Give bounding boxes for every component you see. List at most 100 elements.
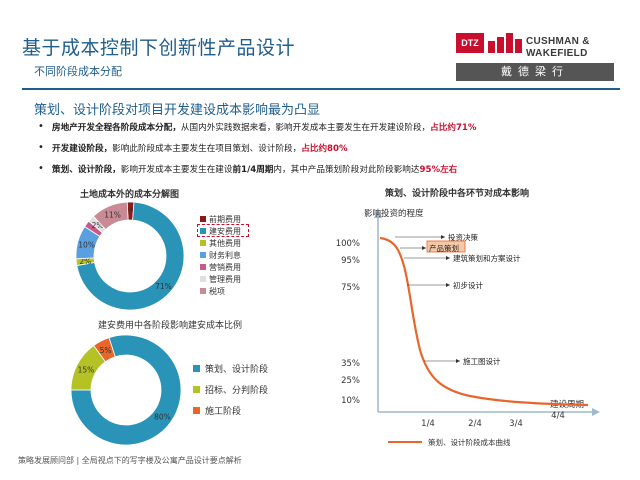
- legend-swatch: [200, 228, 206, 234]
- company-logo: DTZ CUSHMAN & WAKEFIELD 戴德梁行: [456, 33, 614, 83]
- pie-data-label: 2%: [92, 221, 104, 230]
- x-axis-arrow: [592, 408, 600, 416]
- legend-item: 策划、设计阶段: [193, 362, 268, 383]
- legend-swatch: [193, 407, 200, 414]
- annotation-label: 初步设计: [453, 280, 483, 290]
- legend-label: 其他费用: [209, 239, 241, 248]
- annotation-label: 建筑策划和方案设计: [453, 253, 521, 263]
- legend-label: 营销费用: [209, 263, 241, 272]
- legend-swatch: [200, 264, 206, 270]
- legend-swatch: [200, 288, 206, 294]
- legend-item: 管理费用: [200, 274, 241, 286]
- bullet-bold: 房地产开发全程各阶段成本分配，: [52, 123, 181, 133]
- chart3-title: 策划、设计阶段中各环节对成本影响: [385, 189, 530, 199]
- chart1-title: 土地成本外的成本分解图: [80, 190, 180, 200]
- pie-data-label: 2%: [125, 207, 137, 216]
- section-heading: 策划、设计阶段对项目开发建设成本影响最为凸显: [34, 103, 321, 118]
- bullet-highlight: 占比约80%: [301, 144, 348, 154]
- legend-swatch: [193, 386, 200, 393]
- legend-label: 策划、设计阶段: [205, 365, 269, 375]
- legend-item: 前期费用: [200, 214, 241, 226]
- bullet-text: 影响开发成本主要发生在建设: [120, 165, 233, 175]
- legend-item: 财务利息: [200, 250, 241, 262]
- bullet-text: 从国内外实践数据来看，影响开发成本主要发生在开发建设阶段，: [180, 123, 431, 133]
- annotation-label: 产品策划: [429, 243, 459, 253]
- legend-item: 建安费用: [200, 226, 241, 238]
- x-tick-label: 1/4: [421, 419, 435, 429]
- pie-data-label: 5%: [100, 346, 112, 355]
- annotation-arrow: [422, 246, 426, 250]
- x-tick-label: 2/4: [468, 419, 482, 429]
- bullet-bold: 策划、设计阶段，: [52, 165, 121, 175]
- legend-swatch: [200, 252, 206, 258]
- pie-data-label: 2%: [79, 257, 91, 266]
- legend-swatch: [193, 365, 200, 372]
- chart2-title: 建安费用中各阶段影响建安成本比例: [98, 321, 243, 331]
- legend-label: 税项: [209, 287, 225, 296]
- pie-slice: [76, 201, 185, 311]
- chart1-legend: 前期费用建安费用其他费用财务利息营销费用管理费用税项: [200, 214, 241, 298]
- y-axis-arrow: [374, 210, 382, 218]
- legend-label: 建安费用: [209, 227, 241, 236]
- building-logo-icon: [488, 33, 522, 53]
- bullet-list: 房地产开发全程各阶段成本分配，从国内外实践数据来看，影响开发成本主要发生在开发建…: [38, 121, 628, 184]
- bullet-item: 房地产开发全程各阶段成本分配，从国内外实践数据来看，影响开发成本主要发生在开发建…: [38, 121, 628, 142]
- annotation-highlight: [426, 240, 466, 253]
- footer-text: 策略发展顾问部 | 全局视点下的写字楼及公寓产品设计要点解析: [18, 456, 242, 465]
- legend-label: 招标、分判阶段: [205, 386, 269, 396]
- pie-data-label: 15%: [78, 366, 95, 375]
- annotation-arrow: [446, 283, 450, 287]
- x-tick-label: 3/4: [509, 419, 523, 429]
- pie-data-label: 80%: [154, 412, 171, 421]
- pie-data-label: 11%: [104, 211, 121, 220]
- chart2-legend: 策划、设计阶段 招标、分判阶段 施工阶段: [193, 362, 268, 425]
- legend-label: 财务利息: [209, 251, 241, 260]
- page-subtitle: 不同阶段成本分配: [34, 65, 122, 78]
- bullet-highlight: 95%左右: [419, 165, 458, 175]
- annotation-arrow: [446, 256, 450, 260]
- y-tick-label: 25%: [341, 376, 360, 386]
- pie-data-label: 71%: [155, 282, 172, 291]
- logo-text-line1: CUSHMAN &: [526, 36, 590, 47]
- bullet-item: 开发建设阶段，影响此阶段成本主要发生在项目策划、设计阶段，占比约80%: [38, 142, 628, 163]
- construction-stage-donut-chart: 80% 15% 5%: [70, 334, 182, 446]
- bullet-highlight: 占比约71%: [430, 123, 477, 133]
- legend-highlight-box: [197, 224, 249, 237]
- bullet-bold: 开发建设阶段，: [52, 144, 113, 154]
- pie-data-label: 10%: [78, 240, 95, 249]
- pie-slice: [92, 201, 129, 231]
- legend-item: 其他费用: [200, 238, 241, 250]
- logo-text-line2: WAKEFIELD: [526, 48, 588, 59]
- annotation-label: 投资决策: [448, 232, 478, 242]
- annotation-arrow: [456, 359, 460, 363]
- y-tick-label: 95%: [341, 256, 360, 266]
- series-legend-label: 策划、设计阶段成本曲线: [428, 437, 511, 447]
- legend-label: 施工阶段: [205, 407, 242, 417]
- x-tick-label: 4/4: [551, 411, 565, 421]
- legend-swatch: [200, 240, 206, 246]
- bullet-text-2: 内，其中产品策划阶段对此阶段影响达: [273, 165, 420, 175]
- y-axis-label: 影响投资的程度: [364, 208, 424, 219]
- bullet-bold-2: 前1/4周期: [232, 165, 274, 175]
- series-line: [379, 236, 589, 407]
- bullet-text: 影响此阶段成本主要发生在项目策划、设计阶段，: [112, 144, 302, 154]
- pie-slice: [70, 334, 182, 446]
- legend-label: 前期费用: [209, 215, 241, 224]
- y-tick-label: 35%: [341, 359, 360, 369]
- legend-item: 施工阶段: [193, 404, 268, 425]
- legend-swatch: [200, 276, 206, 282]
- y-tick-label: 100%: [336, 239, 360, 249]
- page-title: 基于成本控制下创新性产品设计: [22, 37, 296, 59]
- annotation-label: 施工图设计: [463, 356, 501, 366]
- legend-item: 招标、分判阶段: [193, 383, 268, 404]
- legend-swatch: [200, 216, 206, 222]
- dtz-logo-mark: DTZ: [456, 33, 484, 53]
- legend-item: 营销费用: [200, 262, 241, 274]
- legend-label: 管理费用: [209, 275, 241, 284]
- bullet-item: 策划、设计阶段，影响开发成本主要发生在建设前1/4周期内，其中产品策划阶段对此阶…: [38, 163, 628, 184]
- pie-slice: [93, 337, 116, 363]
- annotation-arrow: [441, 235, 445, 239]
- cost-breakdown-donut-chart: 2%71%2%10%2%11%: [75, 201, 185, 311]
- header-divider: [22, 88, 620, 90]
